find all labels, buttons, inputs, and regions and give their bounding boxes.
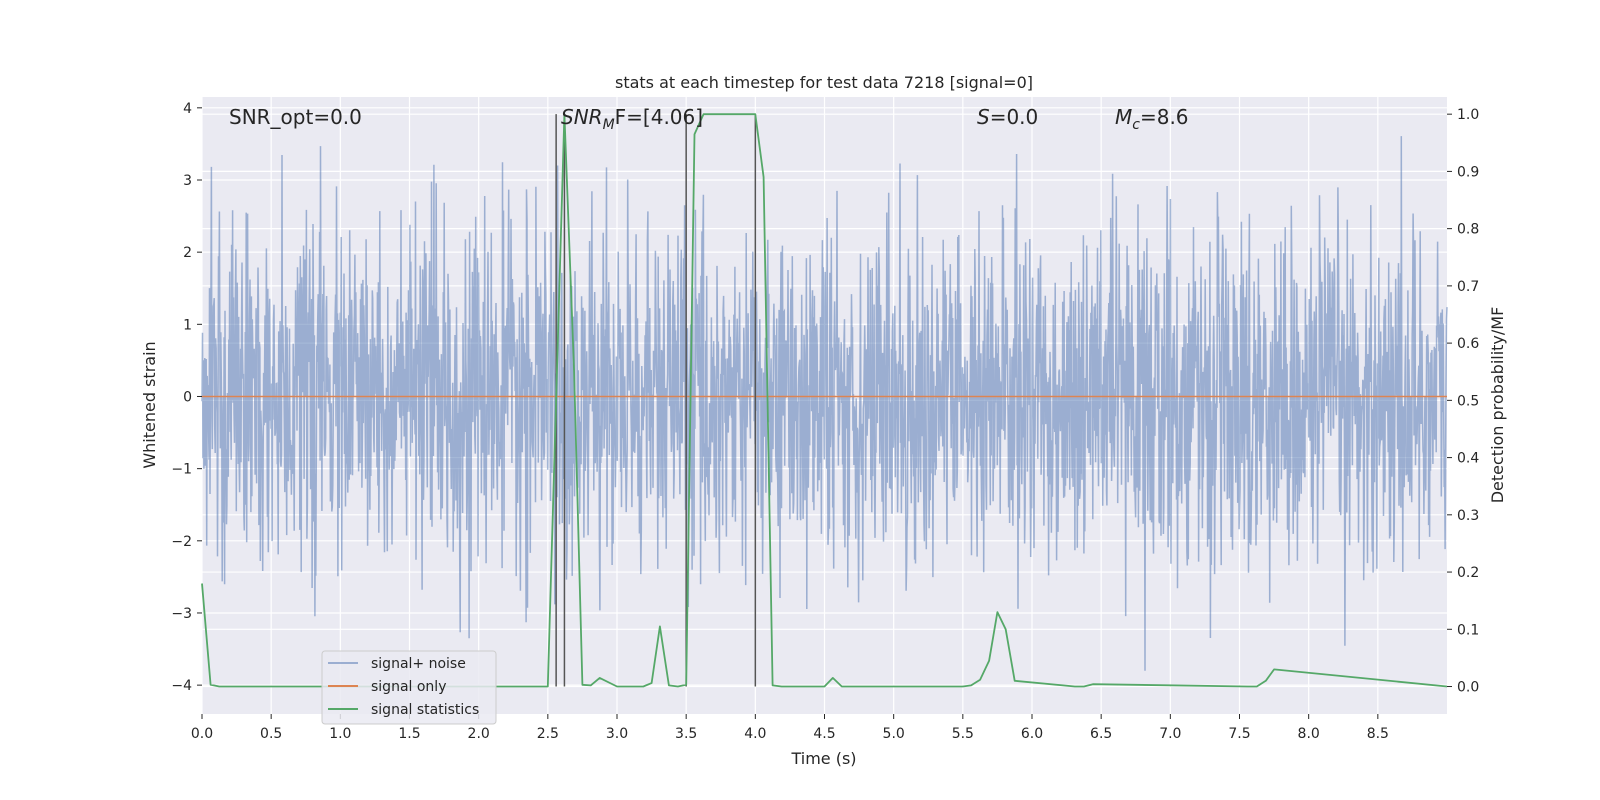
annotation-s: S=0.0 (977, 105, 1038, 129)
y-right-tick-label: 0.2 (1457, 565, 1479, 581)
x-tick-label: 8.5 (1367, 726, 1389, 742)
y-axis-right-ticks: 1.0 0.9 0.8 0.7 0.6 0.5 0.4 0.3 0.2 0.1 0.0 (1447, 107, 1479, 696)
x-tick-label: 4.0 (744, 726, 766, 742)
y-right-tick-label: 0.8 (1457, 222, 1479, 238)
legend: signal+ noise signal only signal statist… (321, 650, 497, 725)
y-left-tick-label: 1 (183, 317, 192, 333)
y-right-tick-label: 1.0 (1457, 107, 1479, 123)
x-tick-label: 3.5 (675, 726, 697, 742)
annotation-snr-mf-main: SNR (561, 105, 603, 129)
annotation-s-rest: =0.0 (990, 105, 1039, 129)
x-tick-label: 8.0 (1298, 726, 1320, 742)
x-axis-ticks: 0.0 0.5 1.0 1.5 2.0 2.5 3.0 3.5 4.0 4.5 5.0 5.5 6.0 6… (191, 714, 1389, 742)
x-tick-label: 2.0 (468, 726, 490, 742)
chart-title: stats at each timestep for test data 721… (615, 73, 1033, 92)
y-axis-left-ticks: 4 3 2 1 0 −1 −2 −3 −4 (171, 101, 202, 694)
x-tick-label: 7.5 (1228, 726, 1250, 742)
x-tick-label: 3.0 (606, 726, 628, 742)
x-tick-label: 7.0 (1159, 726, 1181, 742)
x-tick-label: 0.0 (191, 726, 213, 742)
x-tick-label: 0.5 (260, 726, 282, 742)
annotation-snr-opt: SNR_opt=0.0 (229, 105, 362, 129)
annotation-mc-main: M (1115, 105, 1132, 129)
y-left-tick-label: 4 (183, 101, 192, 117)
annotation-mc-sub: c (1132, 117, 1140, 133)
x-axis-label: Time (s) (790, 749, 856, 768)
y-right-tick-label: 0.1 (1457, 622, 1479, 638)
signal-statistics-line (201, 113, 1448, 688)
legend-label-signal-plus-noise: signal+ noise (371, 656, 466, 672)
y-right-tick-label: 0.9 (1457, 164, 1479, 180)
series-signal-statistics (201, 113, 1448, 688)
y-right-tick-label: 0.7 (1457, 279, 1479, 295)
series-signal-plus-noise (201, 136, 1448, 671)
y-axis-left-label: Whitened strain (140, 341, 159, 468)
legend-box (321, 650, 497, 725)
y-left-tick-label: −3 (171, 606, 192, 622)
y-left-tick-label: −4 (171, 678, 192, 694)
y-right-tick-label: 0.6 (1457, 336, 1479, 352)
annotation-mc: Mc=8.6 (1115, 105, 1189, 133)
annotation-mc-rest: =8.6 (1140, 105, 1189, 129)
x-tick-label: 6.5 (1090, 726, 1112, 742)
annotation-snr-mf-rest: F=[4.06] (615, 105, 703, 129)
x-tick-label: 6.0 (1021, 726, 1043, 742)
legend-label-signal-statistics: signal statistics (371, 702, 479, 718)
y-left-tick-label: −2 (171, 534, 192, 550)
annotation-snr-mf: SNRMF=[4.06] (561, 105, 703, 133)
annotation-s-main: S (977, 105, 990, 129)
annotation-snr-mf-sub: M (603, 117, 615, 133)
signal-plus-noise-line (201, 136, 1448, 671)
y-axis-right-label: Detection probability/MF (1488, 307, 1507, 504)
y-left-tick-label: −1 (171, 462, 192, 478)
x-tick-label: 5.0 (883, 726, 905, 742)
x-tick-label: 1.0 (329, 726, 351, 742)
y-right-tick-label: 0.3 (1457, 508, 1479, 524)
y-left-tick-label: 3 (183, 173, 192, 189)
y-right-tick-label: 0.0 (1457, 680, 1479, 696)
y-right-tick-label: 0.5 (1457, 393, 1479, 409)
y-left-tick-label: 0 (183, 389, 192, 405)
legend-label-signal-only: signal only (371, 679, 446, 695)
y-right-tick-label: 0.4 (1457, 451, 1479, 467)
x-tick-label: 5.5 (952, 726, 974, 742)
y-left-tick-label: 2 (183, 245, 192, 261)
x-tick-label: 2.5 (537, 726, 559, 742)
x-tick-label: 4.5 (813, 726, 835, 742)
x-tick-label: 1.5 (398, 726, 420, 742)
